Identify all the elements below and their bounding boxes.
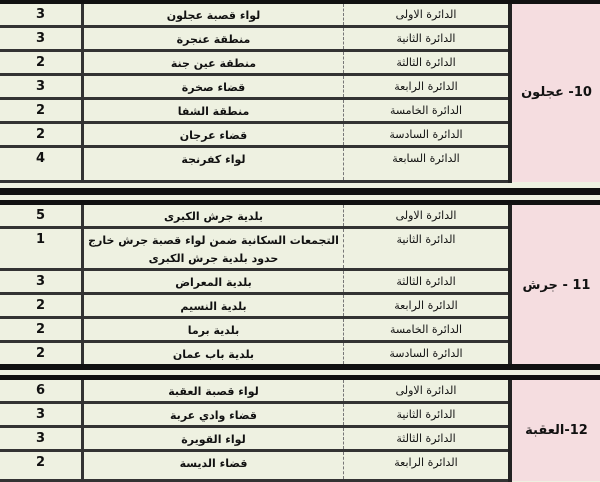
circle-cell: الدائرة الاولى — [343, 380, 512, 404]
seats-cell: 2 — [0, 341, 84, 367]
divider — [0, 200, 600, 205]
circle-cell: الدائرة الثانية — [343, 402, 512, 428]
table-row: 3 بلدية المعراض الدائرة الثالثة — [0, 269, 600, 295]
seats-cell: 2 — [0, 317, 84, 343]
divider-gap — [0, 370, 600, 375]
table-row: 6 لواء قصبة العقبة الدائرة الاولى 12-العقبة — [0, 380, 600, 481]
district-name-cell: قضاء الديسة — [82, 450, 344, 482]
district-name-cell: لواء كفرنجة — [82, 146, 344, 183]
seats-cell: 3 — [0, 269, 84, 295]
district-name-cell: التجمعات السكانية ضمن لواء قصبة جرش خارج… — [82, 227, 344, 271]
circle-cell: الدائرة السادسة — [343, 341, 512, 367]
divider — [0, 364, 600, 370]
divider — [0, 188, 600, 195]
circle-cell: الدائرة الثالثة — [343, 426, 512, 452]
circle-cell: الدائرة الخامسة — [343, 317, 512, 343]
district-name-cell: بلدية المعراض — [82, 269, 344, 295]
table-row: 4 لواء كفرنجة الدائرة السابعة — [0, 146, 600, 183]
table-row: 2 منطقة الشفا الدائرة الخامسة — [0, 98, 600, 124]
table-row: 3 قضاء وادي عربة الدائرة الثانية — [0, 402, 600, 428]
district-name-cell: بلدية برما — [82, 317, 344, 343]
seats-cell: 2 — [0, 293, 84, 319]
circle-cell: الدائرة الاولى — [343, 205, 512, 229]
district-name-cell: لواء القويرة — [82, 426, 344, 452]
table-row: 2 قضاء عرجان الدائرة السادسة — [0, 122, 600, 148]
seats-cell: 2 — [0, 98, 84, 124]
circle-cell: الدائرة الثالثة — [343, 50, 512, 76]
circle-cell: الدائرة الرابعة — [343, 74, 512, 100]
seats-cell: 1 — [0, 227, 84, 271]
district-name-cell: منطقة عين جنة — [82, 50, 344, 76]
seats-cell: 3 — [0, 4, 84, 28]
district-name-cell: بلدية باب عمان — [82, 341, 344, 367]
circle-cell: الدائرة الثانية — [343, 26, 512, 52]
seats-cell: 3 — [0, 426, 84, 452]
table-row: 1 التجمعات السكانية ضمن لواء قصبة جرش خار… — [0, 227, 600, 271]
seats-cell: 5 — [0, 205, 84, 229]
seats-cell: 2 — [0, 122, 84, 148]
district-name-cell: قضاء عرجان — [82, 122, 344, 148]
section-jerash: 5 بلدية جرش الكبرى الدائرة الاولى 11 - جرش 1… — [0, 205, 600, 367]
circle-cell: الدائرة الرابعة — [343, 293, 512, 319]
circle-cell: الدائرة الاولى — [343, 4, 512, 28]
district-name-cell: قضاء صخرة — [82, 74, 344, 100]
district-name-cell: منطقة الشفا — [82, 98, 344, 124]
table-row: 3 لواء القويرة الدائرة الثالثة — [0, 426, 600, 452]
circle-cell: الدائرة الثالثة — [343, 269, 512, 295]
circle-cell: الدائرة الخامسة — [343, 98, 512, 124]
seats-cell: 2 — [0, 450, 84, 482]
circle-cell: الدائرة الرابعة — [343, 450, 512, 482]
seats-cell: 3 — [0, 402, 84, 428]
governorate-cell: 12-العقبة — [510, 380, 600, 481]
governorate-cell: 11 - جرش — [510, 205, 600, 366]
circle-cell: الدائرة السادسة — [343, 122, 512, 148]
district-name-cell: بلدية جرش الكبرى — [82, 205, 344, 229]
table-row: 3 قضاء صخرة الدائرة الرابعة — [0, 74, 600, 100]
district-name-cell: لواء قصبة العقبة — [82, 380, 344, 404]
district-name-cell: بلدية النسيم — [82, 293, 344, 319]
district-name-cell: قضاء وادي عربة — [82, 402, 344, 428]
seats-cell: 3 — [0, 74, 84, 100]
section-aqaba: 6 لواء قصبة العقبة الدائرة الاولى 12-العقبة… — [0, 380, 600, 482]
circle-cell: الدائرة الثانية — [343, 227, 512, 271]
divider — [0, 375, 600, 380]
seats-cell: 2 — [0, 50, 84, 76]
district-name-cell: منطقة عنجرة — [82, 26, 344, 52]
table-row: 2 منطقة عين جنة الدائرة الثالثة — [0, 50, 600, 76]
table-row: 3 لواء قصبة عجلون الدائرة الاولى 10- عجلون — [0, 4, 600, 182]
table-row: 3 منطقة عنجرة الدائرة الثانية — [0, 26, 600, 52]
table-row: 2 بلدية برما الدائرة الخامسة — [0, 317, 600, 343]
divider-gap — [0, 195, 600, 200]
table-row: 2 بلدية النسيم الدائرة الرابعة — [0, 293, 600, 319]
district-name-cell: لواء قصبة عجلون — [82, 4, 344, 28]
governorate-cell: 10- عجلون — [510, 4, 600, 182]
seats-cell: 3 — [0, 26, 84, 52]
circle-cell: الدائرة السابعة — [343, 146, 512, 183]
seats-cell: 4 — [0, 146, 84, 183]
table-row: 5 بلدية جرش الكبرى الدائرة الاولى 11 - جرش — [0, 205, 600, 366]
seats-cell: 6 — [0, 380, 84, 404]
section-ajloun: 3 لواء قصبة عجلون الدائرة الاولى 10- عجلون 3… — [0, 4, 600, 183]
top-border — [0, 0, 600, 4]
